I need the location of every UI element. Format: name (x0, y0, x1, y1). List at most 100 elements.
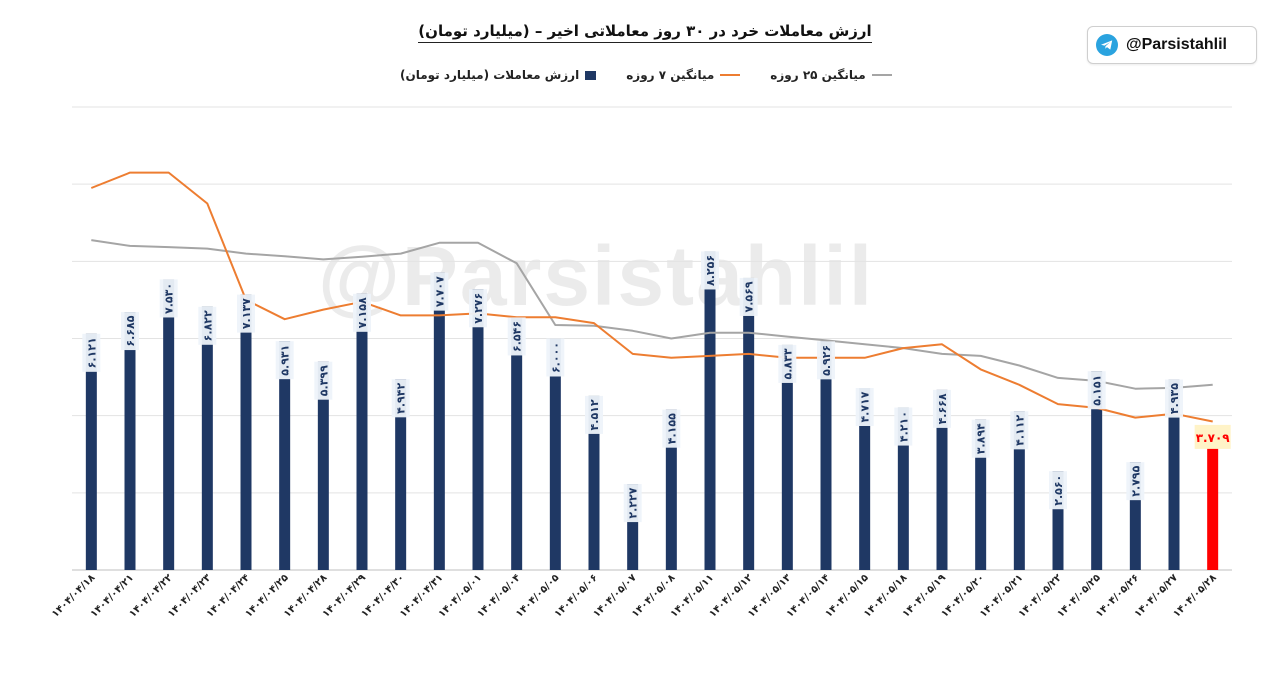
data-label-box (275, 341, 294, 380)
chart-legend: ارزش معاملات (میلیارد تومان) میانگین ۷ ر… (400, 66, 892, 84)
data-label-box (971, 419, 990, 458)
data-label-box (198, 306, 217, 345)
bar (897, 407, 909, 570)
data-label: ۷.۱۳۷ (237, 294, 255, 333)
data-label: ۶.۱۲۱ (82, 333, 101, 372)
legend-label-bars: ارزش معاملات (میلیارد تومان) (400, 68, 580, 82)
data-label-box (778, 344, 797, 383)
bar (511, 317, 523, 570)
data-label-box (1087, 371, 1106, 410)
data-label: ۳.۷۰۹ (1194, 424, 1231, 449)
data-label: ۲.۷۹۵ (1126, 462, 1145, 501)
bar (627, 484, 639, 570)
data-label-box (739, 277, 758, 316)
legend-label-ma25: میانگین ۲۵ روزه (770, 68, 866, 82)
data-label: ۶.۰۰۰ (546, 338, 565, 377)
bar (1129, 462, 1141, 570)
data-label-text: ۶.۶۸۵ (124, 315, 137, 346)
data-label-text: ۲.۵۶۰ (1052, 475, 1065, 506)
data-label: ۶.۸۲۲ (198, 306, 217, 345)
data-label-box (82, 333, 101, 372)
data-label: ۴.۱۵۵ (662, 409, 681, 448)
channel-handle: @Parsistahlil (1126, 36, 1227, 53)
series-line-ma7 (90, 171, 1213, 423)
bar (588, 395, 600, 570)
data-label-text: ۶.۵۴۶ (511, 321, 524, 352)
bar (433, 272, 445, 570)
data-label-box (1049, 471, 1067, 510)
chart-title: ارزش معاملات خرد در ۳۰ روز معاملاتی اخیر… (0, 22, 1280, 43)
data-label-text: ۷.۱۵۸ (356, 297, 369, 328)
data-label-text: ۷.۷۰۷ (433, 276, 446, 307)
legend-label-ma7: میانگین ۷ روزه (626, 68, 715, 82)
bar (356, 293, 368, 570)
data-label: ۲.۲۲۷ (623, 484, 642, 523)
data-label: ۵.۹۳۱ (275, 341, 294, 380)
data-label-box (159, 279, 178, 318)
data-label: ۳.۸۹۴ (971, 419, 990, 458)
data-label: ۷.۱۵۸ (353, 293, 371, 332)
data-label-box (623, 484, 642, 523)
data-label-box (1126, 462, 1145, 501)
bar (317, 361, 329, 570)
data-label: ۵.۹۲۶ (817, 341, 835, 380)
data-label-text: ۷.۵۳۰ (163, 283, 176, 314)
data-label-text: ۴.۱۵۵ (665, 413, 678, 444)
data-label-text: ۵.۹۳۱ (279, 345, 292, 376)
data-label: ۵.۳۹۹ (314, 361, 333, 400)
data-label: ۵.۸۳۳ (778, 344, 797, 383)
data-label-text: ۴.۲۱۰ (897, 411, 910, 442)
data-label-text: ۷.۲۷۶ (472, 293, 485, 324)
bar (704, 251, 716, 570)
data-label-text: ۲.۷۹۵ (1129, 465, 1142, 496)
data-label-box (1010, 411, 1029, 450)
data-label-text: ۶.۰۰۰ (549, 342, 562, 373)
data-label-box (546, 338, 565, 377)
data-label-box (507, 317, 526, 356)
data-label-text: ۵.۳۹۹ (317, 365, 330, 396)
data-label: ۴.۱۱۲ (1010, 411, 1029, 450)
data-label: ۲.۵۶۰ (1049, 471, 1067, 510)
data-label: ۴.۲۱۰ (894, 407, 913, 446)
series-line-ma25 (91, 239, 1213, 390)
bar (936, 389, 948, 570)
data-label: ۴.۵۱۲ (585, 395, 603, 434)
bar (975, 419, 987, 570)
channel-badge[interactable]: @Parsistahlil (1087, 26, 1257, 64)
data-label-text: ۴.۹۳۵ (1168, 383, 1181, 414)
data-label-text: ۶.۱۲۱ (85, 337, 98, 368)
bar (279, 341, 291, 570)
data-label: ۷.۵۶۹ (739, 277, 758, 316)
bar (781, 344, 793, 570)
data-label-box (469, 289, 487, 328)
bar (743, 277, 755, 570)
data-label: ۴.۹۴۲ (391, 379, 410, 418)
data-label: ۷.۵۳۰ (159, 279, 178, 318)
data-label-box (237, 294, 255, 333)
data-label-box (353, 293, 371, 332)
data-label-box (391, 379, 410, 418)
data-label-box (662, 409, 681, 448)
bar (240, 294, 252, 570)
data-label-box (314, 361, 333, 400)
data-label: ۶.۵۴۶ (507, 317, 526, 356)
data-label-box (1165, 379, 1183, 418)
data-label-text: ۷.۵۶۹ (743, 281, 756, 312)
bar (820, 341, 832, 570)
legend-item-ma7: میانگین ۷ روزه (626, 66, 741, 84)
bar (163, 279, 175, 570)
data-label-text: ۵.۹۲۶ (820, 345, 833, 376)
data-label-text: ۴.۵۱۲ (588, 399, 601, 430)
data-label: ۴.۶۶۸ (933, 389, 951, 428)
legend-swatch-bars (585, 70, 597, 80)
data-label-box (121, 312, 139, 351)
data-label: ۶.۶۸۵ (121, 312, 139, 351)
data-label-text: ۴.۱۱۲ (1013, 415, 1026, 446)
data-label-text: ۵.۸۳۳ (781, 348, 794, 379)
bar (472, 289, 484, 570)
legend-item-ma25: میانگین ۲۵ روزه (770, 66, 892, 84)
data-label-text: ۴.۷۱۷ (859, 391, 872, 422)
data-label: ۷.۲۷۶ (469, 289, 487, 328)
bar (665, 409, 677, 570)
data-label-text: ۷.۱۳۷ (240, 298, 253, 329)
